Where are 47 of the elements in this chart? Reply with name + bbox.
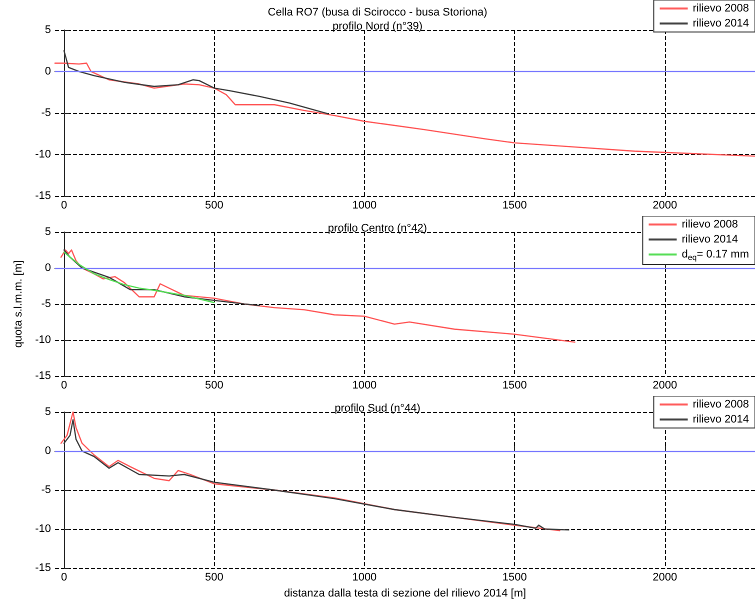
legend-label: rilievo 2008 — [682, 218, 738, 230]
line-series — [60, 249, 576, 343]
y-tick-label: 5 — [44, 24, 51, 36]
x-tick-label: 500 — [205, 572, 224, 584]
y-tick-label: -5 — [41, 298, 51, 310]
y-axis-title: quota s.l.m.m. [m] — [12, 260, 25, 348]
y-tick-label: 5 — [44, 226, 51, 238]
line-series — [63, 252, 215, 304]
y-tick-label: -5 — [41, 107, 51, 119]
x-tick-label: 2000 — [652, 200, 678, 212]
y-tick-label: -5 — [41, 484, 51, 496]
x-tick-label: 1500 — [502, 572, 527, 584]
x-axis-title: distanza dalla testa di sezione del rilievo 2014 [m] — [284, 588, 526, 600]
legend-label: rilievo 2014 — [692, 414, 750, 426]
legend-label: rilievo 2014 — [682, 234, 738, 246]
x-tick-label: 1000 — [352, 200, 377, 212]
x-tick-label: 0 — [60, 200, 68, 212]
x-tick-label: 2000 — [652, 572, 678, 584]
x-tick-label: 1000 — [352, 572, 377, 584]
x-tick-label: 500 — [205, 380, 224, 392]
x-tick-label: 0 — [60, 380, 68, 392]
y-tick-label: -10 — [35, 523, 51, 536]
y-tick-label: -15 — [35, 190, 51, 202]
y-tick-label: 0 — [44, 262, 51, 274]
legend-label: rilievo 2008 — [692, 2, 750, 14]
line-series — [54, 62, 755, 157]
y-tick-label: -15 — [35, 562, 51, 574]
chart-title: profilo Sud (n°44) — [334, 402, 420, 414]
y-tick-label: -10 — [35, 148, 51, 160]
y-tick-label: 0 — [44, 445, 51, 458]
legend-label: rilievo 2014 — [692, 18, 750, 30]
x-tick-label: 0 — [60, 572, 68, 584]
x-tick-label: 2000 — [652, 380, 678, 392]
legend-label: rilievo 2008 — [692, 398, 750, 410]
line-series — [63, 50, 330, 114]
y-tick-label: 0 — [44, 66, 51, 78]
y-tick-label: -15 — [35, 370, 51, 382]
chart-title: profilo Centro (n°42) — [328, 222, 428, 234]
chart-subtitle: profilo Nord (n°39) — [332, 20, 422, 32]
chart-title: Cella RO7 (busa di Scirocco - busa Storiona) — [268, 6, 488, 18]
x-tick-label: 1500 — [502, 380, 527, 392]
x-tick-label: 1000 — [352, 380, 377, 392]
line-series — [63, 249, 260, 306]
x-tick-label: 500 — [205, 200, 224, 212]
y-tick-label: 5 — [44, 406, 51, 418]
x-tick-label: 1500 — [502, 200, 527, 212]
y-tick-label: -10 — [35, 334, 51, 346]
